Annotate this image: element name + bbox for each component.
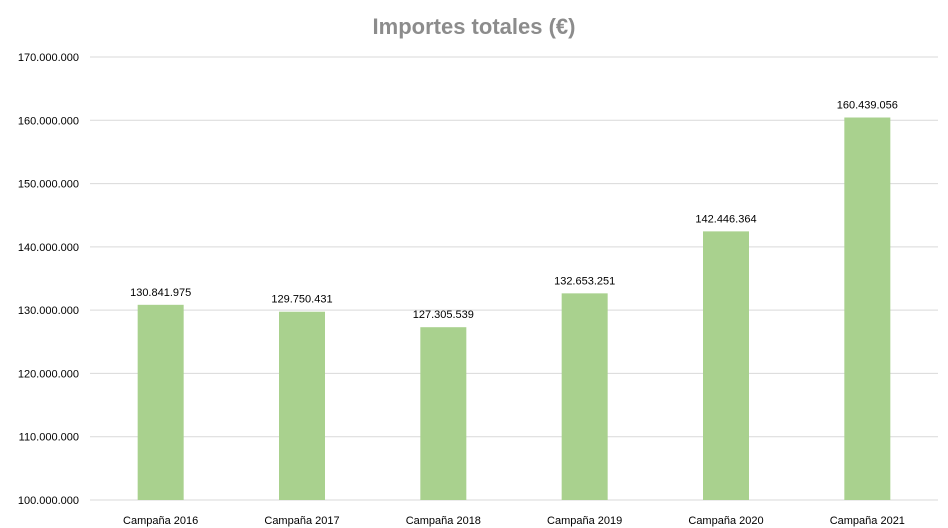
y-tick-label: 150.000.000 xyxy=(18,179,79,191)
y-tick-label: 140.000.000 xyxy=(18,242,79,254)
chart-title: Importes totales (€) xyxy=(372,14,576,39)
bar xyxy=(279,311,325,500)
bar xyxy=(137,304,184,500)
y-tick-label: 120.000.000 xyxy=(18,368,79,380)
data-label: 132.653.251 xyxy=(554,275,615,287)
bar xyxy=(561,293,608,500)
y-tick-label: 100.000.000 xyxy=(18,495,79,507)
x-tick-label: Campaña 2021 xyxy=(830,515,905,527)
x-tick-label: Campaña 2019 xyxy=(547,515,622,527)
data-label: 127.305.539 xyxy=(413,309,474,321)
x-tick-label: Campaña 2020 xyxy=(688,515,763,527)
bar xyxy=(703,231,749,500)
data-label: 160.439.056 xyxy=(837,100,898,112)
data-label: 130.841.975 xyxy=(130,287,191,299)
data-label: 129.750.431 xyxy=(271,294,332,306)
y-tick-label: 110.000.000 xyxy=(19,432,79,444)
x-tick-label: Campaña 2016 xyxy=(123,515,198,527)
x-tick-label: Campaña 2018 xyxy=(406,515,481,527)
y-tick-label: 160.000.000 xyxy=(18,115,79,127)
y-tick-label: 170.000.000 xyxy=(18,52,79,64)
x-tick-label: Campaña 2017 xyxy=(264,515,339,527)
y-tick-label: 130.000.000 xyxy=(18,305,79,317)
bar xyxy=(420,327,467,500)
bar xyxy=(844,117,891,501)
data-label: 142.446.364 xyxy=(695,213,756,225)
